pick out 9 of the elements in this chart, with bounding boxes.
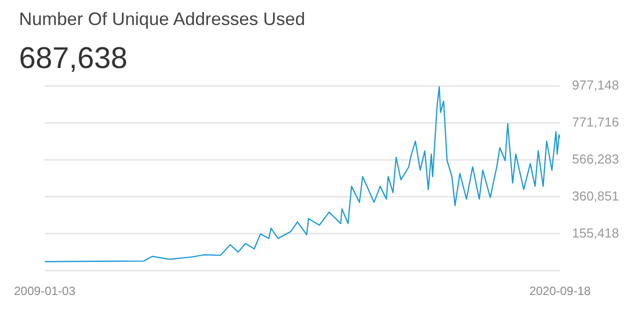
- y-tick-label: 360,851: [572, 188, 620, 204]
- chart-subtitle: 687,638: [19, 42, 128, 76]
- y-tick-label: 771,716: [572, 114, 620, 130]
- y-tick-label: 155,418: [572, 225, 620, 240]
- chart-title: Number Of Unique Addresses Used: [19, 9, 306, 30]
- x-tick-label: 2020-09-18: [529, 284, 592, 298]
- x-tick-label: 2009-01-03: [14, 284, 76, 298]
- y-tick-label: 977,148: [572, 78, 620, 93]
- y-tick-label: 566,283: [572, 151, 620, 166]
